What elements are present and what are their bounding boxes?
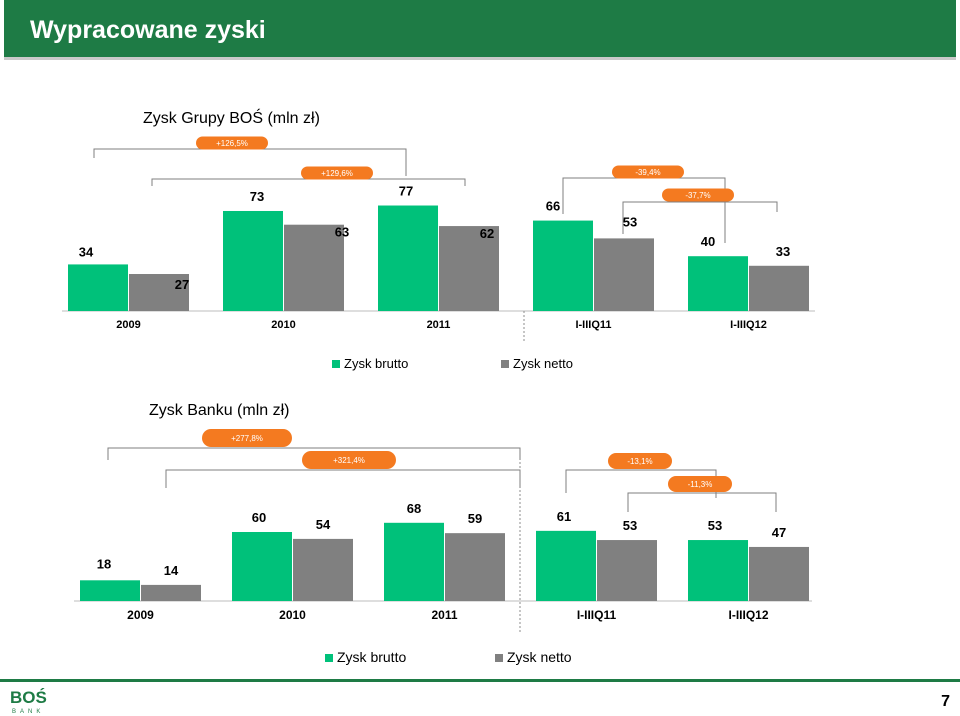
change-badge-label: +321,4% xyxy=(333,456,365,465)
data-label: 62 xyxy=(480,226,494,241)
data-label: 18 xyxy=(97,556,111,571)
bar-zysk-brutto xyxy=(688,256,748,311)
legend-label-brutto: Zysk brutto xyxy=(337,649,406,665)
data-label: 40 xyxy=(701,234,715,249)
bar-zysk-netto xyxy=(594,238,654,311)
data-label: 68 xyxy=(407,501,421,516)
bar-zysk-brutto xyxy=(68,264,128,311)
x-tick-label: 2010 xyxy=(271,319,295,331)
legend-swatch-brutto xyxy=(325,654,333,662)
change-badge-label: -39,4% xyxy=(635,168,660,177)
x-tick-label: I-IIIQ11 xyxy=(577,608,617,622)
data-label: 34 xyxy=(79,244,94,259)
legend-label-netto: Zysk netto xyxy=(513,356,573,371)
chart-bank-profit: Zysk Banku (mln zł) 18 14 2009 60 54 2010 68 59 2… xyxy=(74,402,812,665)
data-label: 61 xyxy=(557,509,571,524)
bar-zysk-netto xyxy=(129,274,189,311)
change-bracket xyxy=(165,469,521,488)
data-label: 53 xyxy=(708,518,722,533)
page-number: 7 xyxy=(941,693,950,710)
change-badge xyxy=(612,165,684,179)
legend-swatch-netto xyxy=(495,654,503,662)
x-tick-label: I-IIIQ12 xyxy=(730,319,767,331)
change-bracket xyxy=(622,201,778,234)
page-title: Wypracowane zyski xyxy=(30,16,266,44)
change-bracket xyxy=(107,447,521,460)
data-label: 47 xyxy=(772,525,786,540)
chart-title: Zysk Grupy BOŚ (mln zł) xyxy=(143,108,320,127)
bar-zysk-brutto xyxy=(384,522,444,601)
change-badge-label: +277,8% xyxy=(231,434,263,443)
bar-zysk-netto xyxy=(439,226,499,311)
change-badge-label: +126,5% xyxy=(216,139,248,148)
bar-zysk-brutto xyxy=(536,530,596,601)
x-tick-label: 2009 xyxy=(127,608,154,622)
bar-zysk-brutto xyxy=(232,532,292,601)
bar-zysk-netto xyxy=(445,533,505,601)
change-badge xyxy=(302,451,396,469)
bar-zysk-netto xyxy=(597,540,657,601)
x-tick-label: I-IIIQ11 xyxy=(575,319,611,331)
change-badge xyxy=(668,476,732,492)
change-badge xyxy=(662,188,734,202)
x-tick-label: I-IIIQ12 xyxy=(728,608,768,622)
change-badge-label: +129,6% xyxy=(321,169,353,178)
x-tick-label: 2011 xyxy=(427,319,451,331)
bar-zysk-brutto xyxy=(688,540,748,601)
legend-label-brutto: Zysk brutto xyxy=(344,356,408,371)
bar-zysk-netto xyxy=(141,584,201,601)
chart-group-profit: Zysk Grupy BOŚ (mln zł) 34 27 2009 73 63 2010 7… xyxy=(62,108,815,371)
data-label: 66 xyxy=(546,199,560,214)
bar-zysk-netto xyxy=(749,265,809,311)
data-label: 54 xyxy=(316,517,331,532)
bar-zysk-brutto xyxy=(533,220,593,311)
change-badge xyxy=(202,429,292,447)
data-label: 33 xyxy=(776,244,790,259)
data-label: 63 xyxy=(335,225,349,240)
change-badge xyxy=(301,166,373,180)
change-badge-label: -11,3% xyxy=(688,480,713,489)
bar-zysk-brutto xyxy=(223,210,283,311)
legend-swatch-netto xyxy=(501,360,509,368)
header-bar: Wypracowane zyski xyxy=(4,0,956,60)
data-label: 60 xyxy=(252,510,266,525)
data-label: 77 xyxy=(399,184,413,199)
x-tick-label: 2011 xyxy=(431,608,457,622)
change-bracket xyxy=(627,492,777,512)
change-badge-label: -13,1% xyxy=(627,457,652,466)
bar-zysk-brutto xyxy=(80,580,140,601)
data-label: 53 xyxy=(623,518,637,533)
data-label: 27 xyxy=(175,277,189,292)
data-label: 14 xyxy=(164,563,179,578)
change-badge xyxy=(196,136,268,150)
svg-text:BOŚ: BOŚ xyxy=(10,688,47,707)
data-label: 53 xyxy=(623,214,637,229)
bar-zysk-netto xyxy=(293,538,353,601)
data-label: 59 xyxy=(468,511,482,526)
x-tick-label: 2010 xyxy=(279,608,306,622)
bar-zysk-netto xyxy=(749,546,809,601)
legend-swatch-brutto xyxy=(332,360,340,368)
change-bracket xyxy=(151,178,466,186)
bar-zysk-brutto xyxy=(378,205,438,311)
legend-label-netto: Zysk netto xyxy=(507,649,572,665)
bar-zysk-netto xyxy=(284,224,344,311)
data-label: 73 xyxy=(250,189,264,204)
svg-text:BANK: BANK xyxy=(12,709,44,714)
x-tick-label: 2009 xyxy=(116,319,140,331)
change-badge xyxy=(608,453,672,469)
change-badge-label: -37,7% xyxy=(685,191,710,200)
footer-rule xyxy=(0,679,960,682)
bos-logo: BOŚ BANK xyxy=(10,688,47,714)
chart-title: Zysk Banku (mln zł) xyxy=(149,402,289,419)
